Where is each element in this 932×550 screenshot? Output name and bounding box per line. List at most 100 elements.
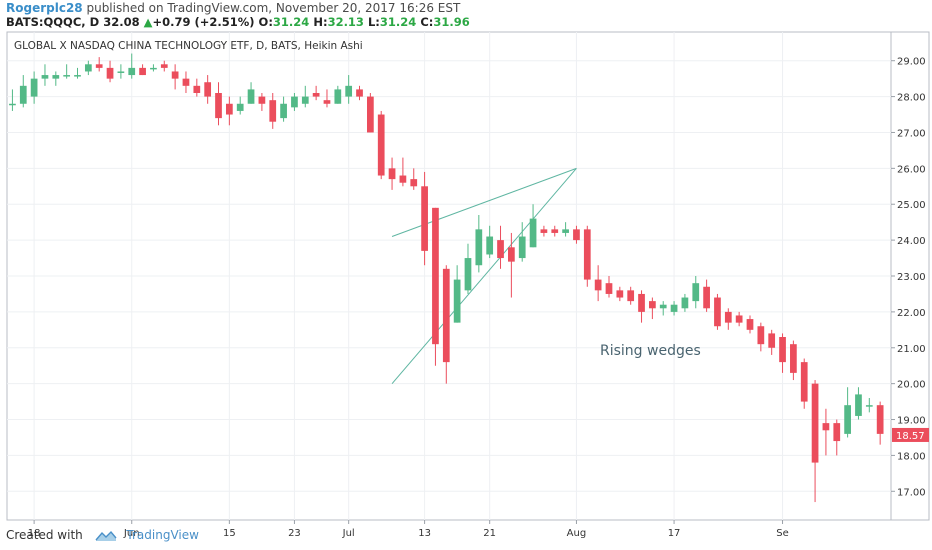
candle-body bbox=[41, 75, 49, 79]
y-tick-label: 19.00 bbox=[897, 416, 926, 427]
candle-body bbox=[757, 326, 765, 345]
x-tick-label: 15 bbox=[223, 528, 236, 539]
y-tick-label: 27.00 bbox=[897, 128, 926, 139]
published-text: published on TradingView.com, November 2… bbox=[82, 1, 461, 15]
candle-body bbox=[258, 96, 266, 104]
x-tick-label: Jun bbox=[123, 528, 140, 539]
candle-body bbox=[236, 103, 244, 111]
candle-body bbox=[421, 186, 428, 251]
candle-body bbox=[19, 85, 27, 104]
low-label: L: bbox=[367, 15, 380, 29]
candle-body bbox=[182, 78, 190, 86]
candle-body bbox=[106, 67, 114, 79]
candle-body bbox=[865, 405, 873, 407]
wedge-annotation: Rising wedges bbox=[600, 343, 701, 359]
x-tick-label: 13 bbox=[418, 528, 431, 539]
candle-body bbox=[670, 304, 678, 312]
candle-body bbox=[247, 89, 255, 104]
candle-body bbox=[876, 405, 884, 434]
y-tick-label: 22.00 bbox=[897, 308, 926, 319]
candle-body bbox=[855, 394, 862, 416]
candle-body bbox=[464, 258, 472, 291]
y-axis: 29.00 28.00 27.00 26.00 25.00 24.00 23.00 22.00… bbox=[891, 57, 926, 498]
last-price: 32.08 bbox=[103, 15, 140, 29]
up-arrow-icon: ▲ bbox=[143, 15, 153, 29]
candle-body bbox=[486, 236, 494, 255]
created-with-label: Created with bbox=[6, 528, 83, 542]
candle-body bbox=[74, 75, 81, 77]
tradingview-brand[interactable]: TradingView bbox=[126, 528, 199, 542]
open-value: 31.24 bbox=[272, 15, 310, 29]
wedge-line bbox=[391, 168, 577, 384]
candle-body bbox=[735, 315, 743, 323]
candle-body bbox=[649, 301, 656, 309]
y-tick-label: 23.00 bbox=[897, 272, 926, 283]
price-badge-label: 18.57 bbox=[896, 431, 925, 442]
close-label: C: bbox=[420, 15, 434, 29]
chart-title: GLOBAL X NASDAQ CHINA TECHNOLOGY ETF, D,… bbox=[14, 40, 363, 52]
candle-body bbox=[312, 93, 320, 97]
candle-body bbox=[616, 290, 624, 298]
candle-body bbox=[432, 207, 439, 345]
candle-body bbox=[638, 293, 645, 312]
candle-body bbox=[193, 85, 201, 93]
candle-body bbox=[714, 297, 721, 327]
candle-body bbox=[844, 405, 851, 434]
candle-body bbox=[551, 229, 559, 233]
low-value: 31.24 bbox=[379, 15, 417, 29]
candle-body bbox=[356, 89, 363, 97]
candle-body bbox=[30, 78, 38, 97]
candle-body bbox=[475, 229, 483, 266]
candle-body bbox=[822, 423, 830, 431]
footer: Created with TradingView bbox=[6, 528, 199, 542]
y-tick-label: 20.00 bbox=[897, 380, 926, 391]
x-tick-label: 23 bbox=[288, 528, 301, 539]
candle-body bbox=[724, 311, 732, 323]
x-tick-label: 18 bbox=[28, 528, 41, 539]
x-tick-label: Se bbox=[776, 528, 789, 539]
last-price-badge: 18.57 bbox=[892, 427, 929, 442]
candle-body bbox=[84, 64, 92, 72]
candle-body bbox=[497, 240, 504, 259]
candle-body bbox=[746, 319, 754, 330]
x-tick-label: Aug bbox=[567, 528, 587, 539]
close-value: 31.96 bbox=[433, 15, 470, 29]
candle-body bbox=[790, 344, 797, 373]
y-tick-label: 24.00 bbox=[897, 236, 926, 247]
y-tick-label: 17.00 bbox=[897, 487, 926, 498]
candle-body bbox=[160, 64, 168, 68]
candle-body bbox=[366, 96, 374, 133]
candle-body bbox=[811, 383, 819, 463]
candle-body bbox=[562, 229, 569, 233]
candle-body bbox=[63, 75, 71, 77]
candle-body bbox=[627, 290, 635, 302]
candle-body bbox=[128, 67, 136, 76]
candle-body bbox=[540, 229, 548, 233]
high-label: H: bbox=[313, 15, 328, 29]
candle-body bbox=[692, 283, 700, 302]
x-axis: 18 Jun 15 23 Jul 13 21 Aug 17 Se bbox=[28, 520, 789, 539]
candle-body bbox=[377, 114, 385, 176]
candle-body bbox=[399, 175, 407, 183]
open-label: O: bbox=[258, 15, 273, 29]
candle-body bbox=[681, 297, 689, 309]
candle-body bbox=[323, 100, 331, 104]
x-tick-label: 17 bbox=[668, 528, 681, 539]
candle-body bbox=[225, 103, 233, 115]
tradingview-logo-icon bbox=[95, 530, 117, 541]
x-tick-label: 21 bbox=[483, 528, 496, 539]
candle-body bbox=[453, 279, 461, 323]
y-tick-label: 29.00 bbox=[897, 57, 926, 68]
candle-body bbox=[269, 100, 277, 122]
candle-body bbox=[573, 229, 580, 241]
y-tick-label: 21.00 bbox=[897, 344, 926, 355]
candle-body bbox=[779, 337, 786, 363]
candle-body bbox=[139, 67, 146, 76]
candle-body bbox=[95, 64, 103, 68]
change-value: +0.79 (+2.51%) bbox=[152, 15, 255, 29]
high-value: 32.13 bbox=[327, 15, 364, 29]
publish-info: Rogerplc28 published on TradingView.com,… bbox=[6, 1, 460, 15]
candle-body bbox=[833, 423, 841, 442]
author-link[interactable]: Rogerplc28 bbox=[6, 1, 83, 15]
